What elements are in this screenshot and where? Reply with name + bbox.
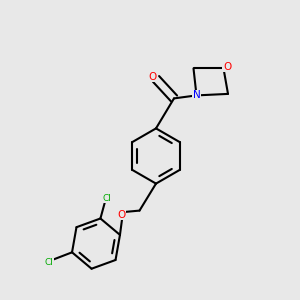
Text: O: O: [223, 62, 231, 72]
Text: Cl: Cl: [44, 258, 53, 267]
Text: O: O: [117, 209, 126, 220]
Text: Cl: Cl: [103, 194, 112, 203]
Text: N: N: [193, 90, 200, 100]
Text: O: O: [148, 71, 157, 82]
